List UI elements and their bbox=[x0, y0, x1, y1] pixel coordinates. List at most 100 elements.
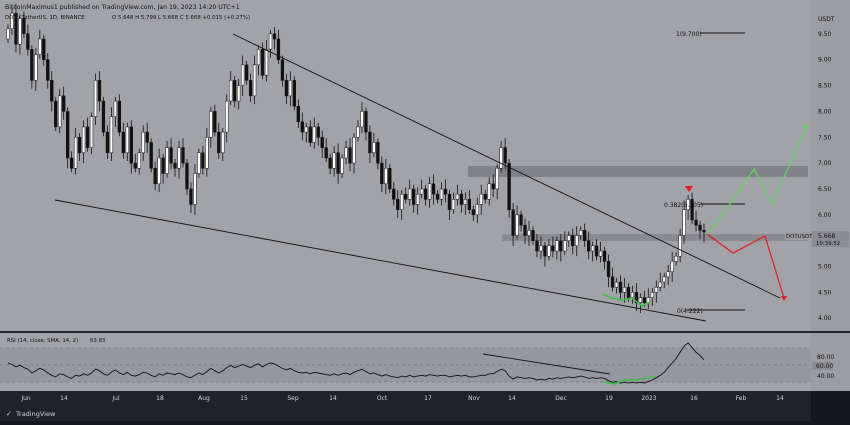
candle-body bbox=[209, 111, 213, 138]
candle-body bbox=[368, 131, 372, 154]
candle-body bbox=[54, 100, 58, 128]
candle-body bbox=[630, 292, 635, 298]
candle-body bbox=[380, 162, 384, 185]
time-axis-pane[interactable] bbox=[0, 391, 811, 421]
candle-body bbox=[324, 147, 328, 159]
candle-body bbox=[197, 152, 201, 174]
candle-body bbox=[169, 147, 173, 164]
candle-body bbox=[551, 245, 555, 252]
candle-body bbox=[423, 188, 428, 200]
candle-body bbox=[571, 235, 575, 247]
candle-body bbox=[606, 261, 611, 278]
candle-body bbox=[328, 157, 332, 169]
candle-body bbox=[292, 80, 297, 107]
candle-body bbox=[400, 193, 404, 210]
candle-body bbox=[185, 162, 189, 190]
candle-body bbox=[189, 188, 193, 205]
candle-body bbox=[308, 126, 312, 143]
wedge-upper-trendline bbox=[232, 33, 781, 299]
candle-body bbox=[320, 137, 324, 148]
candle-body bbox=[217, 131, 221, 154]
price-tick-label: 7.00 bbox=[818, 160, 832, 167]
price-bottom-highlight bbox=[602, 293, 651, 307]
candle-body bbox=[77, 137, 82, 154]
candle-body bbox=[89, 116, 94, 148]
candle-body bbox=[256, 49, 261, 66]
price-tick-label: 9.00 bbox=[818, 57, 832, 64]
candle-body bbox=[14, 12, 18, 45]
price-tick-label: 8.50 bbox=[818, 83, 832, 90]
candle-body bbox=[447, 193, 452, 210]
candle-body bbox=[221, 131, 225, 154]
candle-body bbox=[431, 183, 436, 195]
rsi-bottom-highlight bbox=[603, 375, 657, 385]
candle-body bbox=[288, 80, 293, 97]
candle-body bbox=[344, 147, 348, 159]
candles-layer bbox=[6, 3, 706, 314]
candle-body bbox=[213, 111, 217, 133]
candle-body bbox=[149, 142, 153, 169]
fib-label-top: 1(9.700) bbox=[676, 31, 702, 38]
candle-body bbox=[483, 193, 487, 200]
candle-body bbox=[284, 80, 289, 97]
rsi-trendline bbox=[482, 353, 611, 375]
candle-body bbox=[392, 188, 396, 200]
candle-body bbox=[427, 183, 432, 200]
candle-body bbox=[276, 38, 281, 60]
time-tick-label: Sep bbox=[287, 395, 299, 402]
candle-body bbox=[563, 240, 567, 252]
candle-body bbox=[539, 245, 543, 252]
candle-body bbox=[594, 245, 599, 257]
candle-body bbox=[10, 12, 14, 29]
candle-body bbox=[602, 250, 607, 262]
candle-body bbox=[686, 199, 690, 210]
candle-body bbox=[626, 286, 631, 298]
candle-body bbox=[129, 126, 133, 164]
candle-body bbox=[702, 230, 706, 233]
candle-body bbox=[415, 193, 420, 205]
candle-body bbox=[670, 261, 674, 272]
candle-body bbox=[372, 142, 376, 154]
candle-body bbox=[451, 199, 456, 210]
price-tick-label: 7.50 bbox=[818, 134, 832, 141]
bullish-projection bbox=[706, 127, 807, 235]
price-tick-label: 8.00 bbox=[818, 108, 832, 115]
candle-body bbox=[85, 126, 90, 148]
candle-body bbox=[618, 281, 623, 293]
candle-body bbox=[121, 131, 125, 154]
time-tick-label: 17 bbox=[424, 395, 432, 402]
candle-body bbox=[698, 224, 702, 231]
candle-body bbox=[237, 85, 241, 102]
rsi-line bbox=[7, 342, 705, 384]
time-tick-label: 16 bbox=[690, 395, 698, 402]
price-pane[interactable] bbox=[0, 0, 811, 331]
price-tick-label: 6.50 bbox=[818, 186, 832, 193]
candle-body bbox=[471, 209, 475, 216]
candle-body bbox=[225, 100, 229, 133]
rsi-value-tag bbox=[812, 362, 832, 370]
time-tick-label: Aug bbox=[198, 395, 210, 402]
candle-body bbox=[658, 281, 662, 288]
candle-body bbox=[137, 152, 141, 169]
candle-body bbox=[352, 137, 356, 164]
candle-body bbox=[666, 271, 670, 278]
price-axis-pane[interactable] bbox=[811, 0, 850, 391]
candle-body bbox=[479, 193, 483, 205]
candle-body bbox=[296, 105, 300, 123]
candle-body bbox=[412, 188, 416, 205]
candle-body bbox=[157, 157, 161, 185]
bearish-projection-arrow bbox=[781, 296, 787, 301]
time-tick-label: 18 bbox=[156, 395, 164, 402]
candle-body bbox=[38, 38, 42, 55]
candle-body bbox=[18, 18, 22, 45]
time-tick-label: 14 bbox=[508, 395, 516, 402]
candle-body bbox=[66, 111, 70, 159]
rsi-label: RSI (14, close, SMA, 14, 2) bbox=[7, 338, 78, 344]
candle-body bbox=[58, 95, 62, 128]
tradingview-logo-icon: ✓ bbox=[6, 410, 12, 418]
last-price: 5.668 bbox=[818, 233, 835, 240]
rsi-tick-40: 40.00 bbox=[817, 373, 834, 380]
candle-body bbox=[543, 245, 547, 257]
sell-marker bbox=[685, 186, 693, 192]
